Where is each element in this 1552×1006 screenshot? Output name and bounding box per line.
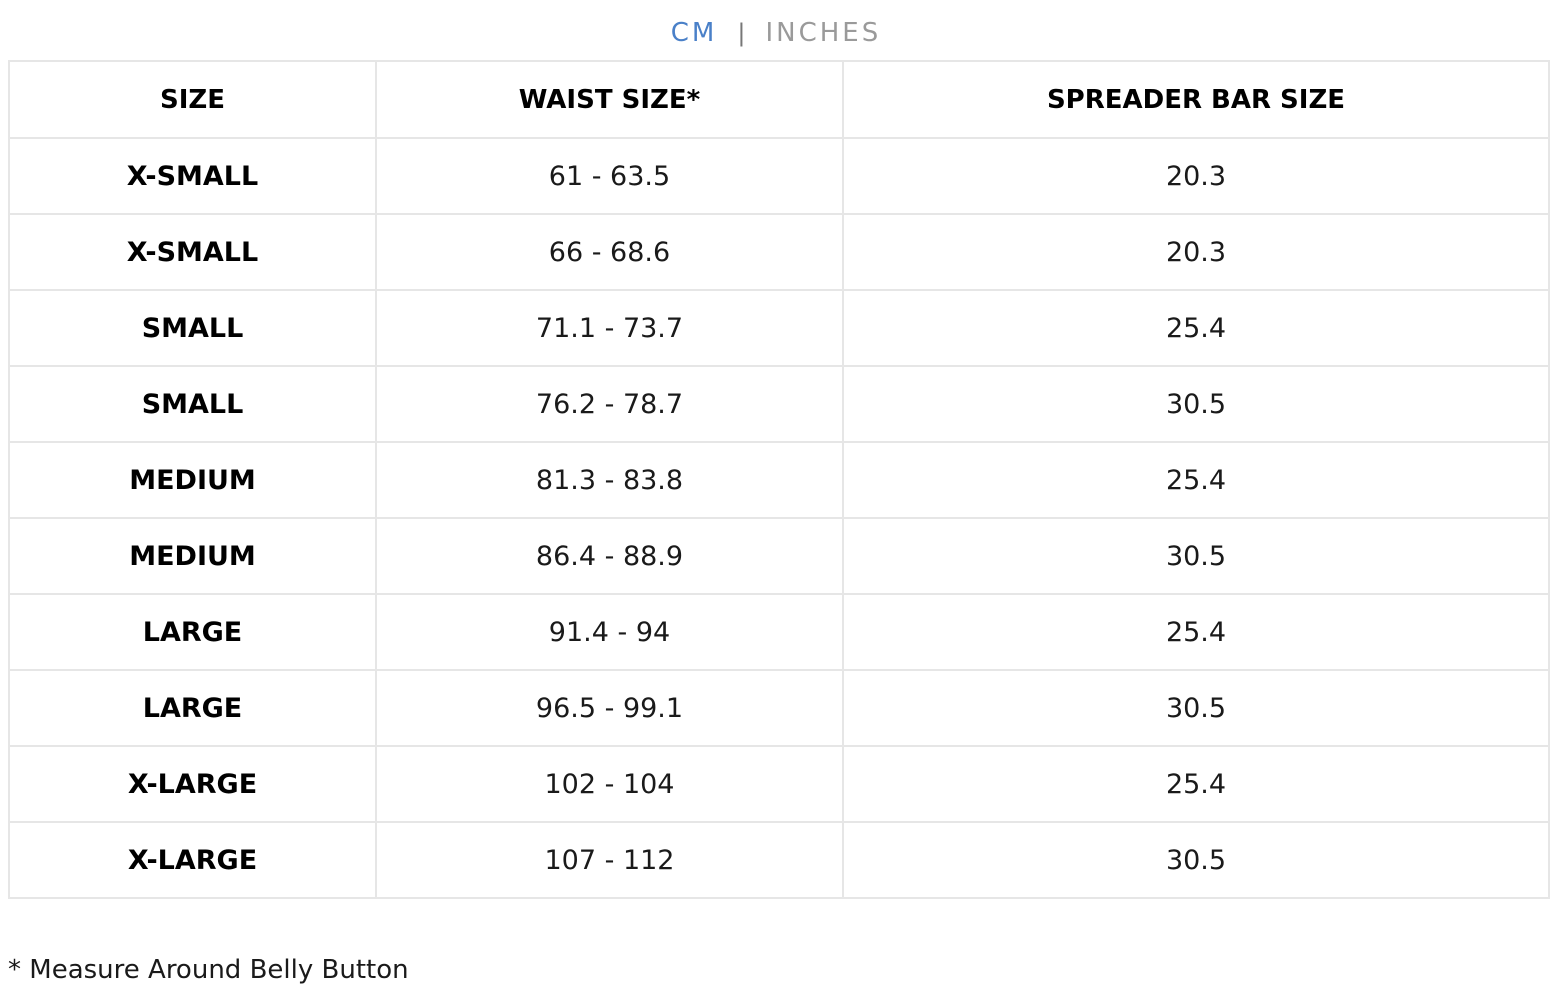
size-cell: SMALL bbox=[8, 289, 377, 367]
spreader-cell: 25.4 bbox=[842, 593, 1550, 671]
spreader-cell: 25.4 bbox=[842, 745, 1550, 823]
table-row: SMALL 76.2 - 78.7 30.5 bbox=[8, 365, 1550, 443]
header-waist-size: WAIST SIZE* bbox=[375, 60, 844, 139]
unit-option-cm[interactable]: CM bbox=[670, 18, 718, 48]
size-cell: X-LARGE bbox=[8, 745, 377, 823]
header-spreader-bar-size: SPREADER BAR SIZE bbox=[842, 60, 1550, 139]
spreader-cell: 30.5 bbox=[842, 821, 1550, 899]
size-cell: LARGE bbox=[8, 593, 377, 671]
unit-separator: | bbox=[737, 19, 746, 47]
table-row: MEDIUM 81.3 - 83.8 25.4 bbox=[8, 441, 1550, 519]
size-cell: X-LARGE bbox=[8, 821, 377, 899]
waist-cell: 96.5 - 99.1 bbox=[375, 669, 844, 747]
table-row: MEDIUM 86.4 - 88.9 30.5 bbox=[8, 517, 1550, 595]
unit-option-inches[interactable]: INCHES bbox=[765, 18, 882, 48]
waist-cell: 81.3 - 83.8 bbox=[375, 441, 844, 519]
waist-cell: 91.4 - 94 bbox=[375, 593, 844, 671]
unit-toggle: CM | INCHES bbox=[0, 14, 1552, 52]
size-cell: MEDIUM bbox=[8, 441, 377, 519]
waist-cell: 66 - 68.6 bbox=[375, 213, 844, 291]
spreader-cell: 30.5 bbox=[842, 517, 1550, 595]
size-cell: LARGE bbox=[8, 669, 377, 747]
size-cell: SMALL bbox=[8, 365, 377, 443]
spreader-cell: 20.3 bbox=[842, 137, 1550, 215]
waist-cell: 61 - 63.5 bbox=[375, 137, 844, 215]
spreader-cell: 20.3 bbox=[842, 213, 1550, 291]
waist-cell: 107 - 112 bbox=[375, 821, 844, 899]
header-size: SIZE bbox=[8, 60, 377, 139]
size-cell: X-SMALL bbox=[8, 213, 377, 291]
table-header-row: SIZE WAIST SIZE* SPREADER BAR SIZE bbox=[8, 60, 1550, 139]
table-row: X-SMALL 61 - 63.5 20.3 bbox=[8, 137, 1550, 215]
table-row: LARGE 96.5 - 99.1 30.5 bbox=[8, 669, 1550, 747]
table-row: X-LARGE 102 - 104 25.4 bbox=[8, 745, 1550, 823]
footnote: * Measure Around Belly Button bbox=[8, 955, 409, 985]
spreader-cell: 30.5 bbox=[842, 669, 1550, 747]
waist-cell: 86.4 - 88.9 bbox=[375, 517, 844, 595]
table-row: SMALL 71.1 - 73.7 25.4 bbox=[8, 289, 1550, 367]
waist-cell: 102 - 104 bbox=[375, 745, 844, 823]
size-cell: X-SMALL bbox=[8, 137, 377, 215]
waist-cell: 76.2 - 78.7 bbox=[375, 365, 844, 443]
size-chart-table: SIZE WAIST SIZE* SPREADER BAR SIZE X-SMA… bbox=[8, 60, 1550, 899]
size-cell: MEDIUM bbox=[8, 517, 377, 595]
table-row: X-SMALL 66 - 68.6 20.3 bbox=[8, 213, 1550, 291]
spreader-cell: 25.4 bbox=[842, 289, 1550, 367]
table-row: X-LARGE 107 - 112 30.5 bbox=[8, 821, 1550, 899]
waist-cell: 71.1 - 73.7 bbox=[375, 289, 844, 367]
table-row: LARGE 91.4 - 94 25.4 bbox=[8, 593, 1550, 671]
spreader-cell: 25.4 bbox=[842, 441, 1550, 519]
spreader-cell: 30.5 bbox=[842, 365, 1550, 443]
